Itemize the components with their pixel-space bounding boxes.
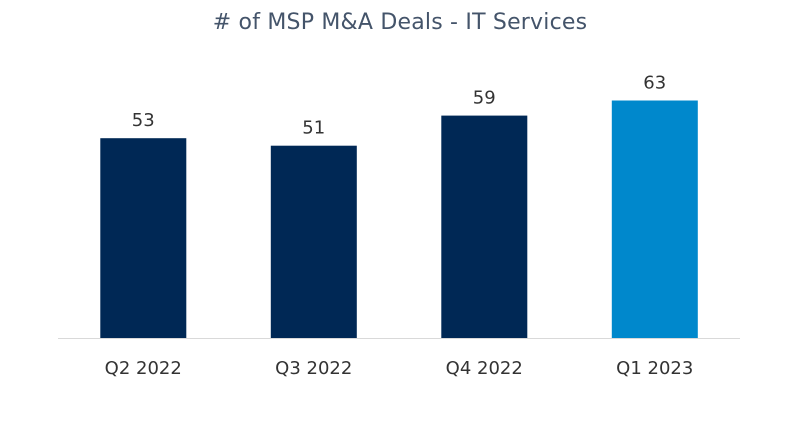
x-tick-label: Q2 2022 [105,358,182,379]
data-label: 51 [302,118,325,139]
x-tick-label: Q4 2022 [446,358,523,379]
bars-group [100,100,698,338]
bar-q4-2022 [441,115,528,338]
data-label: 53 [132,110,155,131]
x-tick-label: Q1 2023 [616,358,693,379]
bar-q3-2022 [270,145,357,338]
data-label: 63 [643,73,666,94]
x-tick-label: Q3 2022 [275,358,352,379]
chart-title: # of MSP M&A Deals - IT Services [212,10,588,35]
labels-group: 53 Q2 2022 51 Q3 2022 59 Q4 2022 63 Q1 2023 [105,73,694,380]
data-label: 59 [473,88,496,109]
bar-q2-2022 [100,138,187,338]
bar-q1-2023 [611,100,698,338]
